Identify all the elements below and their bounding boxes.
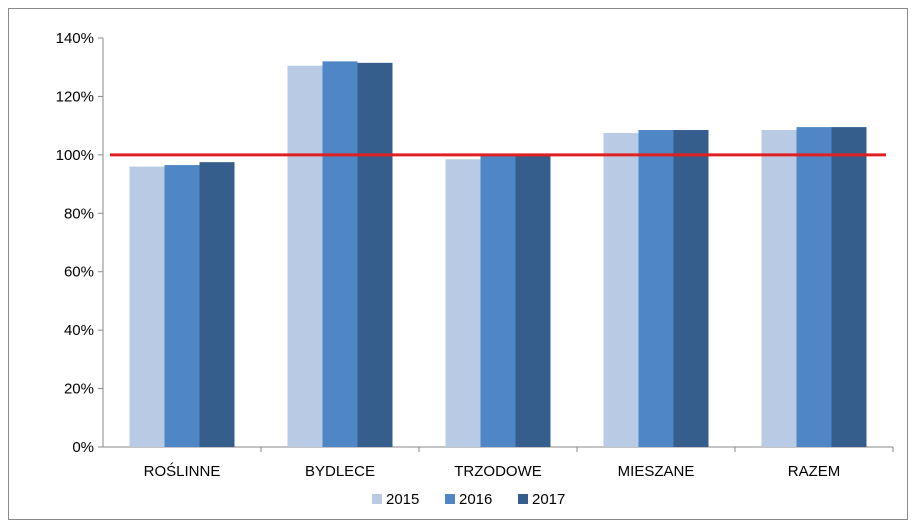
y-tick-label: 120%: [56, 88, 94, 105]
y-tick-label: 20%: [64, 381, 94, 398]
bar-2017: [673, 130, 709, 447]
legend-swatch-2017: [518, 494, 528, 504]
bar-2017: [831, 127, 867, 447]
x-category-label: TRZODOWE: [454, 463, 542, 480]
legend-label-2015: 2015: [386, 491, 419, 508]
y-tick-label: 80%: [64, 205, 94, 222]
bar-2016: [638, 130, 674, 447]
x-category-label: ROŚLINNE: [144, 462, 221, 480]
x-category-label: BYDLECE: [305, 463, 375, 480]
bar-2015: [445, 159, 481, 447]
bar-2017: [357, 62, 393, 447]
bar-2015: [603, 132, 639, 448]
legend-label-2017: 2017: [532, 491, 565, 508]
bar-2016: [480, 154, 516, 447]
y-tick-label: 100%: [56, 147, 94, 164]
bar-2015: [129, 166, 165, 448]
bar-2015: [761, 130, 797, 447]
y-tick-label: 0%: [72, 439, 94, 456]
bar-2017: [199, 162, 235, 448]
legend-swatch-2016: [445, 494, 455, 504]
y-tick-label: 40%: [64, 322, 94, 339]
y-tick-label: 60%: [64, 264, 94, 281]
legend-swatch-2015: [372, 494, 382, 504]
bar-2017: [515, 154, 551, 447]
y-tick-label: 140%: [56, 30, 94, 47]
bar-2016: [164, 165, 200, 447]
x-category-label: RAZEM: [788, 463, 841, 480]
bar-2016: [796, 127, 832, 447]
bar-2016: [322, 61, 358, 447]
legend-label-2016: 2016: [459, 491, 492, 508]
bar-2015: [287, 65, 323, 447]
x-category-label: MIESZANE: [618, 463, 695, 480]
